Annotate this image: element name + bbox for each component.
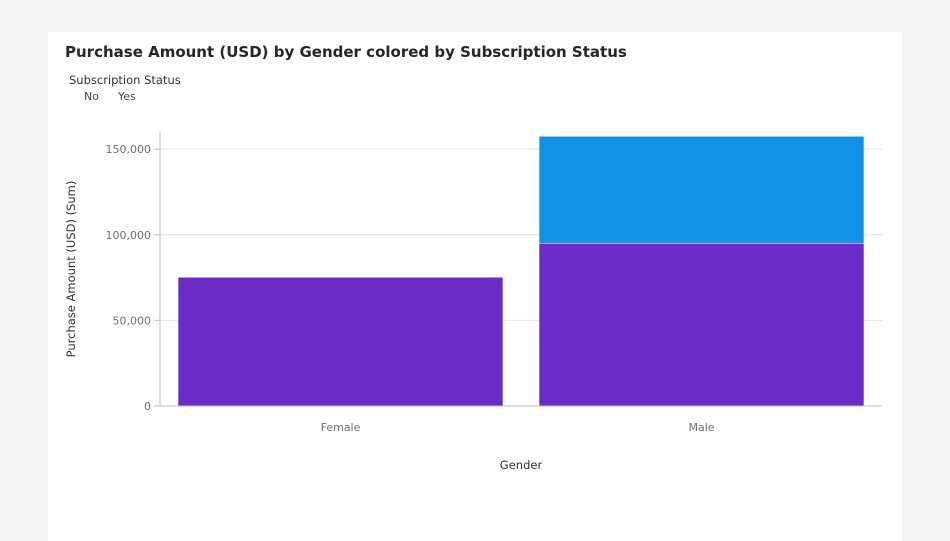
y-axis-title: Purchase Amount (USD) (Sum) [64, 181, 78, 358]
legend-title: Subscription Status [69, 73, 181, 87]
x-tick-label: Female [321, 421, 361, 434]
axes [159, 132, 882, 407]
y-tick-label: 150,000 [106, 143, 152, 156]
y-tick-labels: 0 50,000 100,000 150,000 [106, 143, 160, 413]
bar-female-no[interactable] [177, 276, 504, 407]
legend-item-yes[interactable]: Yes [118, 90, 136, 103]
bars [177, 136, 865, 407]
y-tick-label: 100,000 [106, 229, 152, 242]
y-tick-label: 50,000 [113, 314, 152, 327]
x-tick-label: Male [688, 421, 714, 434]
legend-label-yes: Yes [117, 90, 136, 103]
x-axis-title: Gender [500, 458, 543, 472]
legend-label-no: No [84, 90, 99, 103]
legend: No Yes [84, 90, 136, 103]
bar-male-yes[interactable] [538, 136, 865, 244]
legend-item-no[interactable]: No [84, 90, 99, 103]
chart-title: Purchase Amount (USD) by Gender colored … [65, 43, 627, 61]
x-tick-labels: Female Male [321, 421, 715, 434]
bar-male-no[interactable] [538, 243, 865, 407]
y-tick-label: 0 [144, 400, 151, 413]
chart-card: Purchase Amount (USD) by Gender colored … [48, 32, 902, 541]
